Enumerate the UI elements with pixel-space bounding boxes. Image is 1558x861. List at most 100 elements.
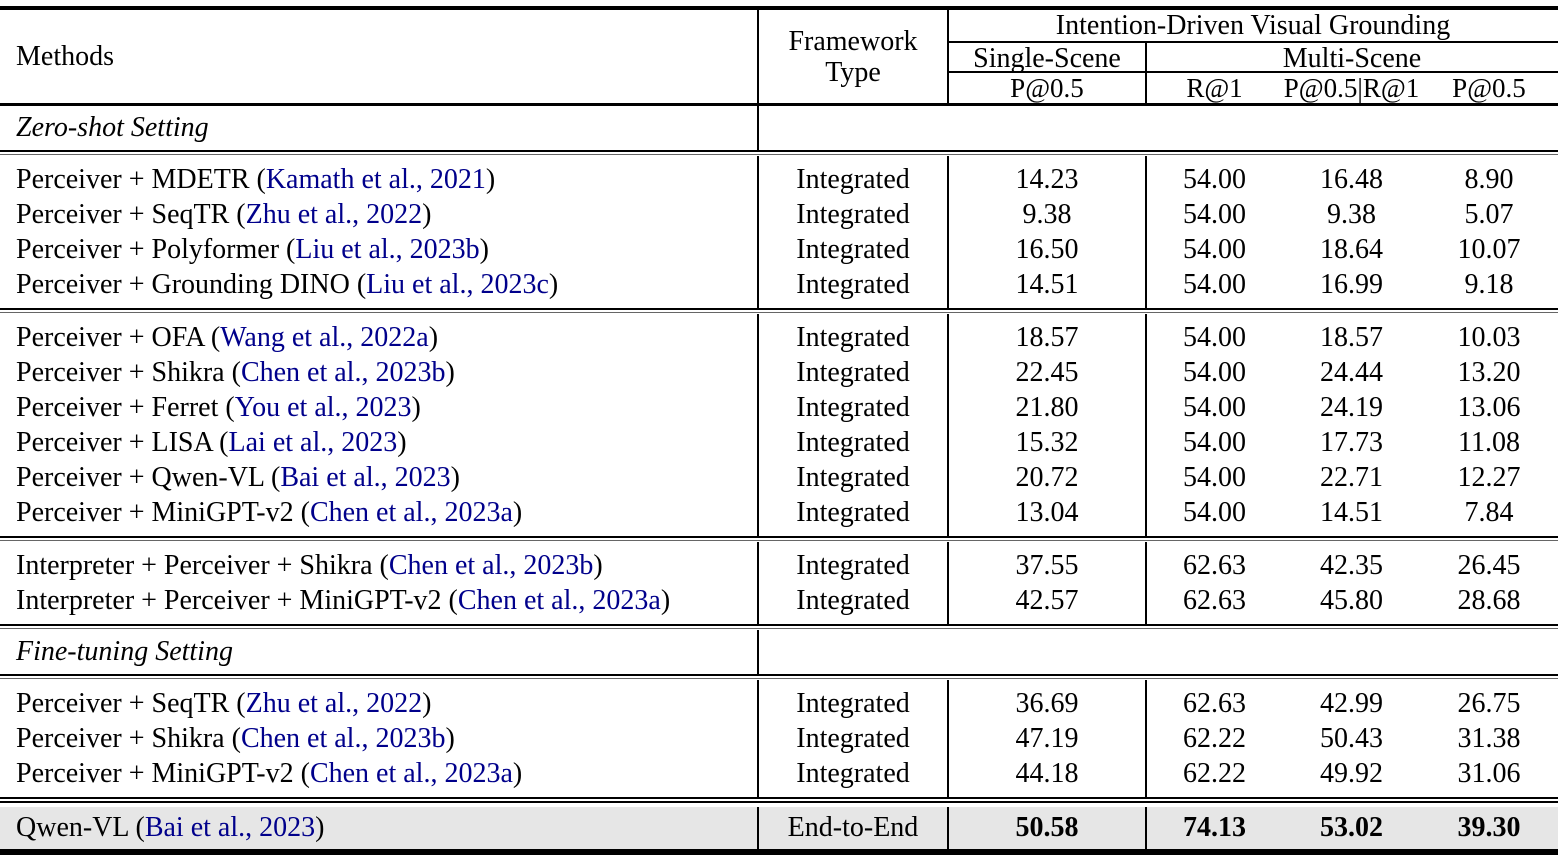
rule-bottom [0, 849, 1558, 855]
table-row: Perceiver + MiniGPT-v2 (Chen et al., 202… [0, 756, 1558, 791]
framework-type-cell: Integrated [796, 321, 910, 353]
framework-type-cell: Integrated [796, 722, 910, 754]
col-header-framework-type: Framework Type [788, 25, 918, 88]
metric-value: 7.84 [1464, 496, 1514, 528]
metric-value: 11.08 [1458, 426, 1520, 458]
rule-top [0, 6, 1558, 10]
citation-link[interactable]: Chen et al., 2023a [457, 584, 661, 616]
metric-value: 31.06 [1457, 757, 1521, 789]
method-cell: Perceiver + SeqTR (Zhu et al., 2022) [16, 198, 432, 230]
metric-value: 45.80 [1320, 584, 1383, 616]
citation-link[interactable]: Chen et al., 2023a [309, 757, 513, 789]
vertical-rule [947, 542, 949, 624]
table-row: Perceiver + Shikra (Chen et al., 2023b) I… [0, 355, 1558, 390]
table-row: Qwen-VL (Bai et al., 2023) End-to-End 50.5… [0, 807, 1558, 849]
section-header-fine-tuning: Fine-tuning Setting [0, 630, 1558, 674]
metric-value: 16.48 [1320, 163, 1383, 195]
scene-subheaders: Single-Scene Multi-Scene [948, 43, 1558, 74]
vertical-rule [1145, 680, 1147, 797]
citation-link[interactable]: Chen et al., 2023b [240, 722, 446, 754]
framework-type-cell: Integrated [796, 268, 910, 300]
metric-value: 54.00 [1183, 198, 1246, 230]
metric-value: 14.23 [1015, 163, 1079, 195]
metric-value: 21.80 [1015, 391, 1079, 423]
table-row: Perceiver + MDETR (Kamath et al., 2021) I… [0, 162, 1558, 197]
metric-value: 13.06 [1457, 391, 1521, 423]
citation-link[interactable]: Lai et al., 2023 [228, 426, 398, 458]
section-separator [0, 624, 1558, 630]
metric-value: 14.51 [1015, 268, 1079, 300]
citation-link[interactable]: Bai et al., 2023 [144, 812, 316, 843]
section-title: Zero-shot Setting [16, 112, 209, 143]
metric-value: 24.44 [1320, 356, 1383, 388]
metric-value: 62.63 [1183, 549, 1246, 581]
vertical-rule [1145, 43, 1147, 103]
citation-link[interactable]: You et al., 2023 [234, 391, 412, 423]
zero-shot-block-2: Perceiver + OFA (Wang et al., 2022a) Inte… [0, 314, 1558, 536]
zero-shot-block-1: Perceiver + MDETR (Kamath et al., 2021) I… [0, 156, 1558, 308]
metric-value: 31.38 [1457, 722, 1521, 754]
citation-link[interactable]: Bai et al., 2023 [280, 461, 451, 493]
metric-value: 62.63 [1183, 687, 1246, 719]
framework-type-cell: Integrated [796, 687, 910, 719]
citation-link[interactable]: Chen et al., 2023b [388, 549, 594, 581]
metric-header-p05-r1: P@0.5|R@1 [1283, 73, 1420, 103]
method-cell: Interpreter + Perceiver + Shikra (Chen e… [16, 549, 603, 581]
method-cell: Perceiver + Grounding DINO (Liu et al., … [16, 268, 559, 300]
citation-link[interactable]: Kamath et al., 2021 [265, 163, 486, 195]
section-separator [0, 674, 1558, 680]
vertical-rule [947, 314, 949, 536]
metric-value: 14.51 [1320, 496, 1383, 528]
metric-value: 54.00 [1183, 233, 1246, 265]
framework-type-cell: Integrated [796, 757, 910, 789]
framework-type-cell: Integrated [796, 356, 910, 388]
metric-value: 17.73 [1320, 426, 1383, 458]
metric-value: 54.00 [1183, 496, 1246, 528]
metric-value: 54.00 [1183, 163, 1246, 195]
vertical-rule [757, 10, 759, 103]
results-table: Methods Framework Type Intention-Driven … [0, 6, 1558, 855]
metric-value: 9.18 [1464, 268, 1514, 300]
metric-value: 62.63 [1183, 584, 1246, 616]
method-cell: Perceiver + MiniGPT-v2 (Chen et al., 202… [16, 496, 523, 528]
section-separator [0, 150, 1558, 156]
metric-value: 42.99 [1320, 687, 1383, 719]
table-header: Methods Framework Type Intention-Driven … [0, 10, 1558, 103]
method-cell: Perceiver + SeqTR (Zhu et al., 2022) [16, 687, 432, 719]
metric-value: 47.19 [1015, 722, 1079, 754]
metric-value: 24.19 [1320, 391, 1383, 423]
metric-value: 22.45 [1015, 356, 1079, 388]
metric-value: 50.58 [1015, 812, 1079, 843]
citation-link[interactable]: Liu et al., 2023b [295, 233, 480, 265]
metric-header-single-p05: P@0.5 [1010, 73, 1084, 103]
table-row: Perceiver + SeqTR (Zhu et al., 2022) Inte… [0, 197, 1558, 232]
subheader-multi-scene: Multi-Scene [1282, 43, 1422, 74]
table-row: Interpreter + Perceiver + Shikra (Chen e… [0, 548, 1558, 583]
metric-value: 5.07 [1464, 198, 1514, 230]
rule-below-header [0, 103, 1558, 106]
citation-link[interactable]: Zhu et al., 2022 [245, 687, 423, 719]
metric-headers: P@0.5 R@1 P@0.5|R@1 P@0.5 [948, 73, 1558, 103]
metric-value: 18.64 [1320, 233, 1383, 265]
framework-type-cell: Integrated [796, 496, 910, 528]
citation-link[interactable]: Wang et al., 2022a [220, 321, 429, 353]
framework-type-cell: Integrated [796, 163, 910, 195]
table-row: Interpreter + Perceiver + MiniGPT-v2 (Ch… [0, 583, 1558, 618]
citation-link[interactable]: Chen et al., 2023a [309, 496, 513, 528]
vertical-rule [1145, 807, 1147, 849]
method-cell: Perceiver + MiniGPT-v2 (Chen et al., 202… [16, 757, 523, 789]
method-cell: Qwen-VL (Bai et al., 2023) [16, 812, 325, 843]
vertical-rule [757, 314, 759, 536]
citation-link[interactable]: Zhu et al., 2022 [245, 198, 423, 230]
metric-value: 74.13 [1183, 812, 1246, 843]
metric-value: 39.30 [1457, 812, 1521, 843]
table-row: Perceiver + Qwen-VL (Bai et al., 2023) In… [0, 460, 1558, 495]
metric-value: 44.18 [1015, 757, 1079, 789]
citation-link[interactable]: Chen et al., 2023b [240, 356, 446, 388]
citation-link[interactable]: Liu et al., 2023c [366, 268, 549, 300]
metric-value: 28.68 [1457, 584, 1521, 616]
table-row: Perceiver + Ferret (You et al., 2023) Int… [0, 390, 1558, 425]
framework-type-cell: Integrated [796, 426, 910, 458]
table-row: Perceiver + Grounding DINO (Liu et al., … [0, 267, 1558, 302]
vertical-rule [757, 156, 759, 308]
